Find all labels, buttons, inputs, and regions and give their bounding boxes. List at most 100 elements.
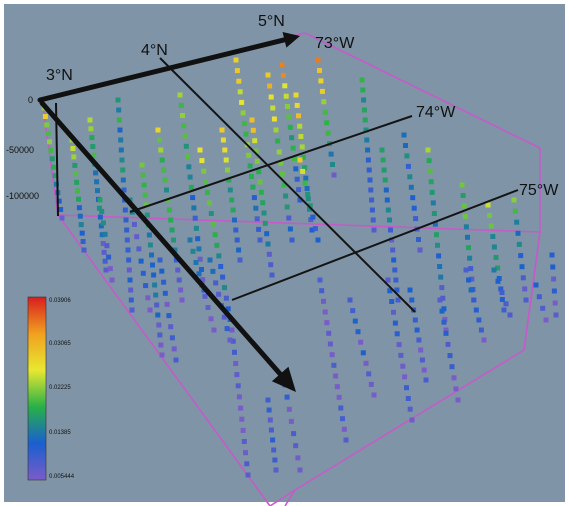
- data-point: [362, 117, 368, 123]
- data-point: [236, 247, 242, 253]
- data-point: [96, 205, 102, 211]
- data-point: [299, 144, 305, 150]
- data-point: [234, 68, 240, 74]
- data-point: [383, 187, 389, 193]
- data-point: [303, 175, 309, 181]
- lon-label: 75°W: [519, 182, 559, 199]
- data-point: [379, 147, 385, 153]
- data-point: [425, 147, 431, 153]
- data-point: [136, 246, 142, 252]
- data-point: [245, 472, 251, 478]
- data-point: [295, 455, 301, 461]
- data-point: [73, 171, 79, 177]
- data-point: [503, 301, 509, 307]
- lon-label: 73°W: [315, 35, 355, 52]
- data-point: [244, 461, 250, 467]
- data-point: [152, 282, 158, 288]
- data-point: [417, 247, 423, 253]
- data-point: [286, 406, 292, 412]
- data-point: [550, 264, 556, 270]
- data-columns: [41, 57, 559, 478]
- colorbar-tick-label: 0.03906: [49, 298, 71, 304]
- data-point: [387, 217, 392, 223]
- data-point: [473, 307, 479, 313]
- grid-line: [159, 57, 416, 313]
- data-point: [190, 195, 196, 201]
- data-point: [185, 154, 191, 160]
- data-point: [268, 427, 274, 433]
- data-point: [407, 174, 413, 180]
- data-point: [439, 285, 445, 291]
- colorbar-tick-label: 0.01385: [49, 430, 71, 436]
- data-point: [102, 231, 108, 237]
- data-point: [478, 327, 484, 333]
- data-point: [131, 221, 137, 227]
- data-point: [270, 105, 276, 111]
- data-point: [207, 257, 213, 263]
- data-point: [300, 168, 306, 174]
- data-point: [177, 92, 183, 98]
- data-point: [249, 174, 254, 179]
- data-point: [164, 301, 170, 307]
- data-point: [328, 151, 334, 157]
- data-point: [157, 257, 163, 263]
- data-point: [355, 329, 361, 335]
- data-point: [205, 305, 211, 310]
- data-point: [161, 167, 167, 173]
- data-point: [254, 216, 260, 222]
- data-point: [250, 184, 256, 190]
- data-point: [336, 394, 342, 400]
- data-point: [365, 157, 371, 163]
- data-point: [126, 257, 132, 263]
- data-point: [142, 192, 148, 198]
- data-point: [414, 327, 420, 333]
- data-point: [234, 237, 240, 243]
- arrow-shaft: [37, 37, 287, 103]
- data-point: [463, 267, 469, 273]
- data-point: [285, 104, 290, 109]
- data-point: [404, 153, 410, 159]
- data-point: [498, 286, 504, 292]
- data-point: [279, 171, 285, 177]
- data-point: [210, 268, 216, 274]
- depth-tick-label: 0: [28, 95, 33, 105]
- data-point: [250, 127, 256, 133]
- data-point: [223, 295, 229, 301]
- arrow-shaft: [39, 100, 283, 377]
- box-edge: [57, 214, 271, 506]
- data-point: [91, 152, 97, 158]
- data-point: [341, 426, 347, 432]
- data-point: [240, 427, 246, 433]
- data-point: [252, 138, 258, 144]
- data-point: [172, 247, 178, 253]
- data-point: [227, 187, 233, 193]
- data-point: [280, 72, 286, 78]
- data-point: [118, 137, 124, 143]
- data-point: [265, 72, 271, 78]
- data-point: [300, 154, 306, 160]
- data-point: [389, 237, 395, 243]
- data-point: [283, 93, 289, 99]
- data-point: [225, 306, 231, 312]
- data-point: [162, 177, 168, 183]
- data-point: [121, 187, 127, 193]
- data-point: [296, 187, 302, 193]
- data-point: [176, 277, 182, 283]
- data-point: [225, 167, 230, 173]
- data-point: [265, 241, 271, 247]
- data-point: [329, 352, 335, 358]
- data-point: [412, 317, 418, 323]
- box-edge: [523, 231, 541, 351]
- colorbar-tick-label: 0.03065: [49, 341, 71, 347]
- lat-label: 3°N: [46, 67, 73, 84]
- data-point: [459, 182, 465, 188]
- data-point: [128, 287, 134, 293]
- data-point: [180, 113, 185, 118]
- data-point: [438, 274, 444, 280]
- data-point: [97, 197, 103, 203]
- data-point: [100, 220, 106, 226]
- data-point: [169, 335, 175, 341]
- data-point: [261, 210, 267, 216]
- data-point: [186, 164, 192, 170]
